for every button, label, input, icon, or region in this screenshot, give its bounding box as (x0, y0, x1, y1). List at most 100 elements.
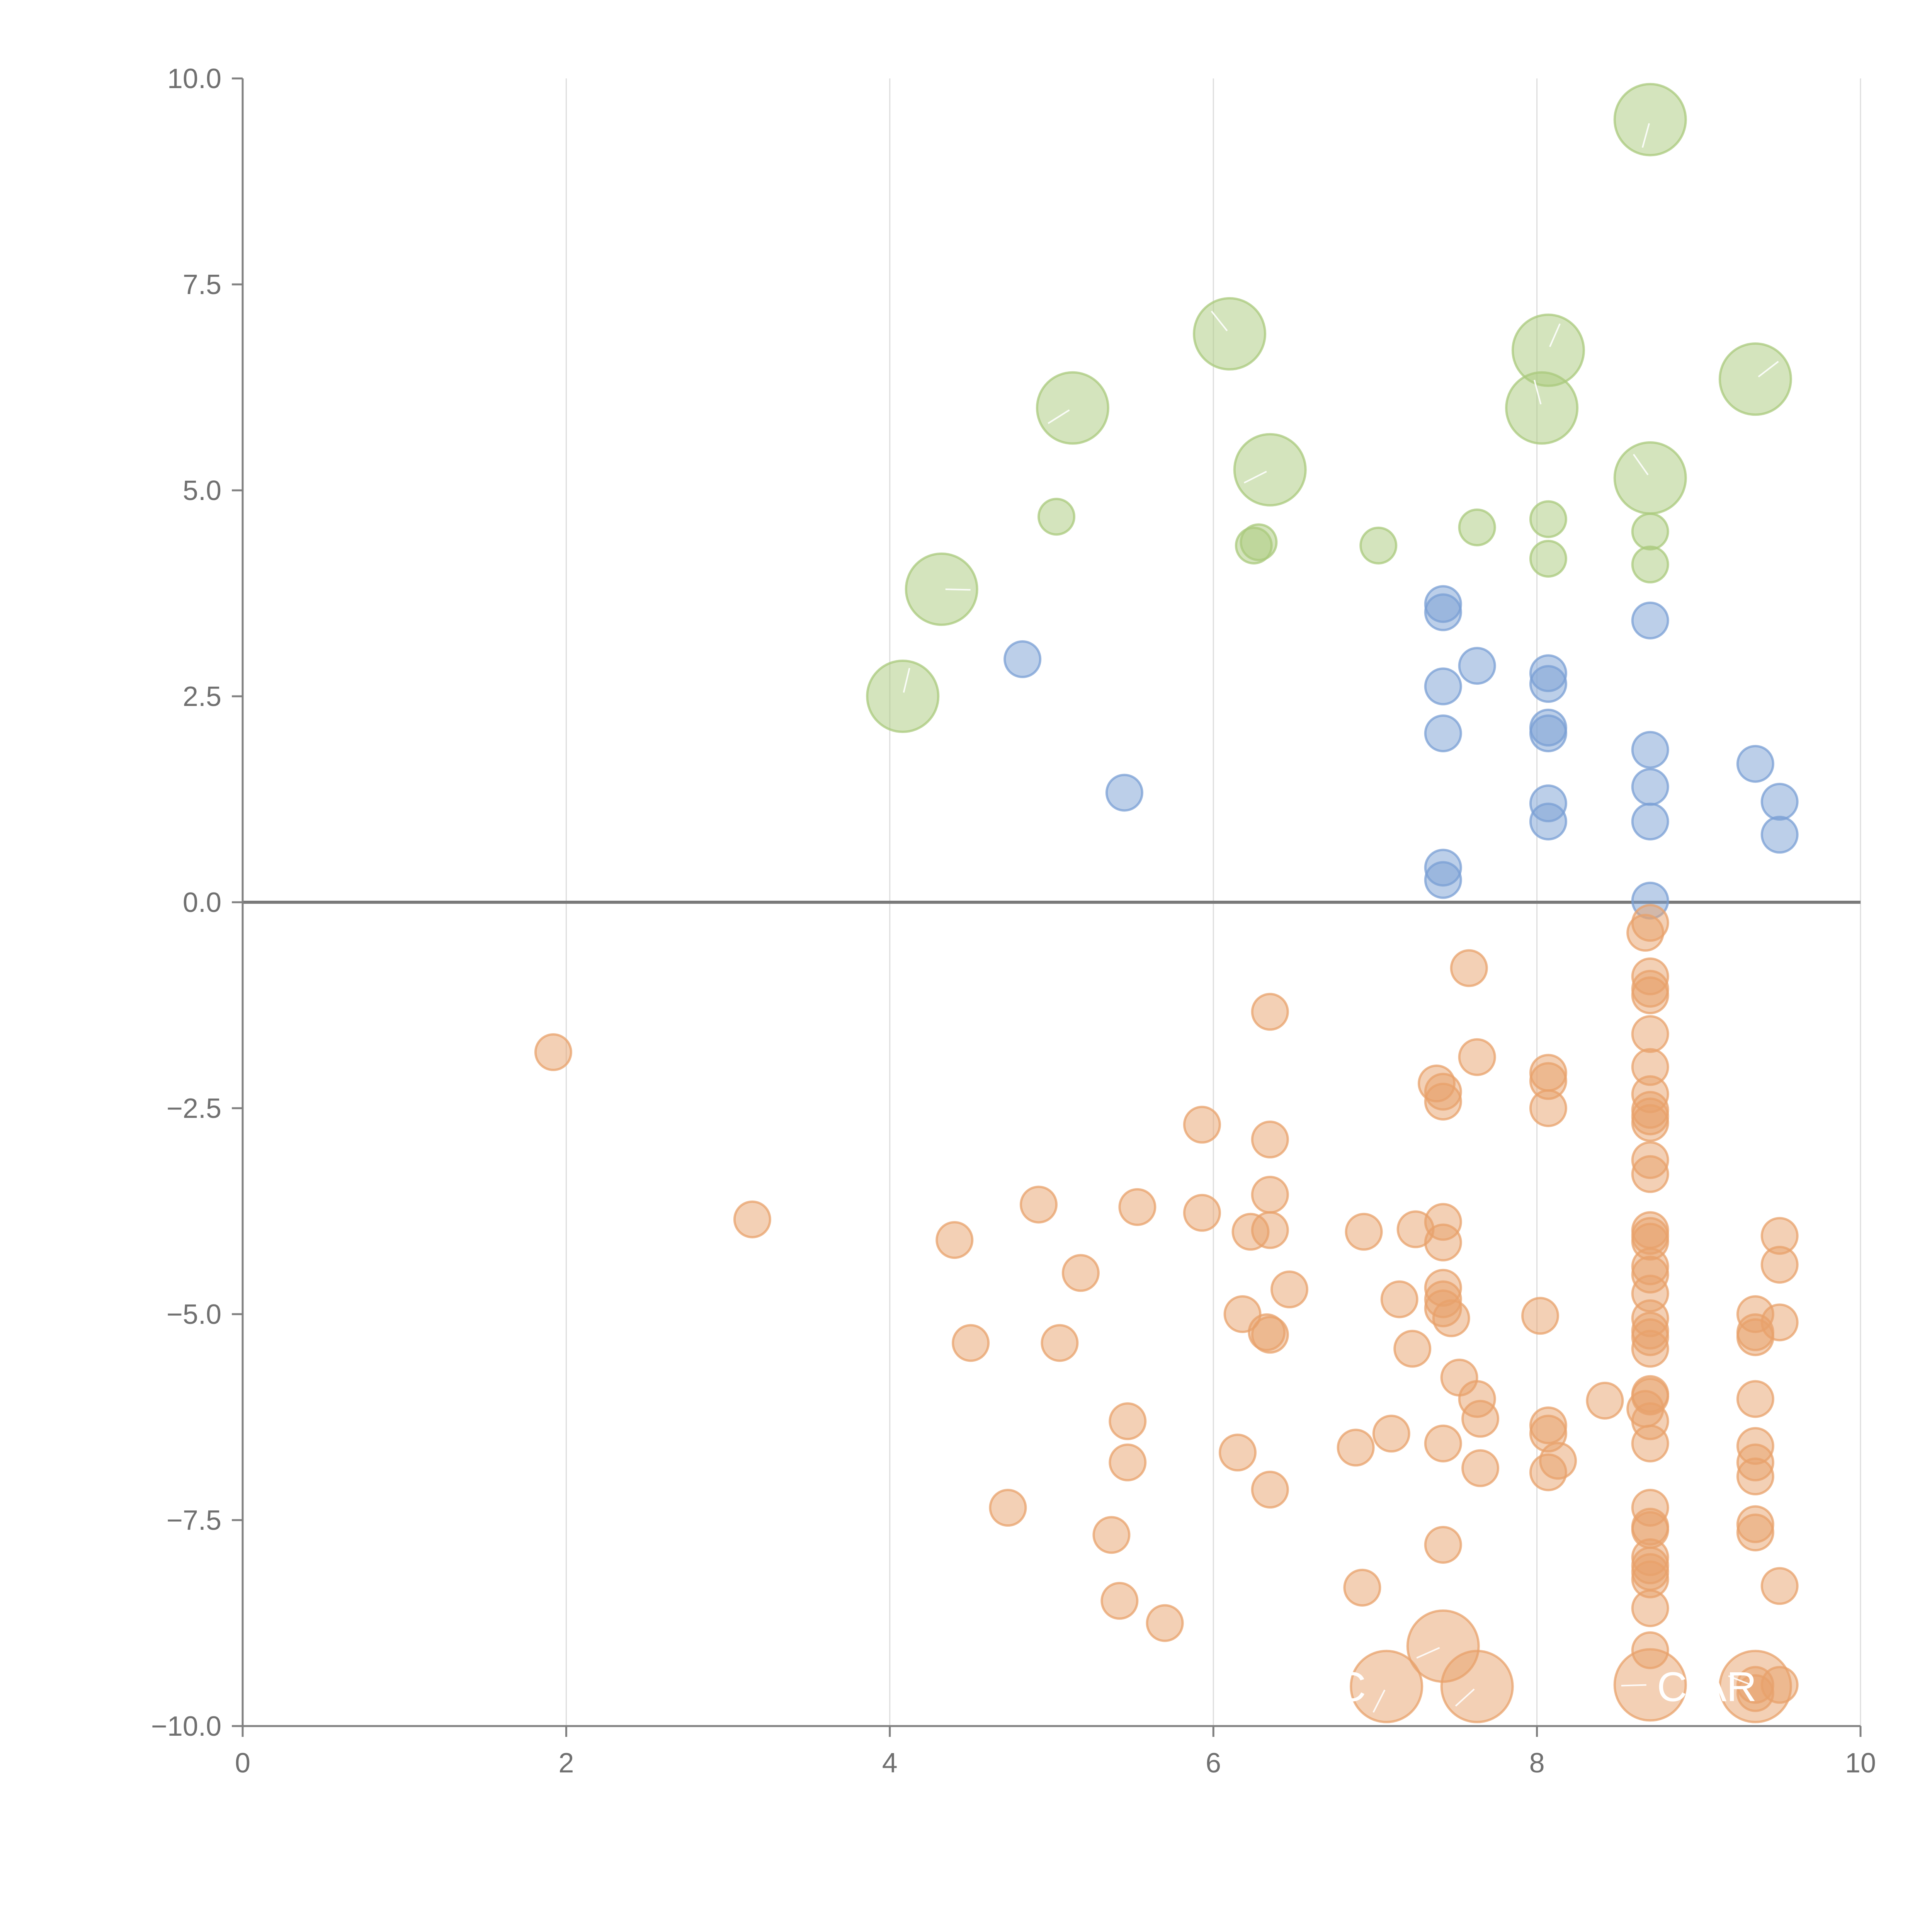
data-point (1529, 803, 1567, 841)
data-point (1380, 1280, 1418, 1318)
data-point (1461, 1449, 1500, 1487)
data-point (1631, 768, 1669, 806)
data-point (1041, 1324, 1079, 1362)
data-point (1100, 1582, 1139, 1620)
data-point (1461, 1400, 1500, 1438)
bubble-leader-line (903, 668, 910, 693)
data-point (935, 1221, 974, 1259)
data-point (1061, 1254, 1100, 1292)
data-point (1631, 904, 1669, 942)
data-point (1109, 1402, 1147, 1440)
y-tick-label: 5.0 (183, 475, 221, 506)
data-point (1343, 1568, 1381, 1607)
data-point (1345, 1213, 1383, 1251)
data-point (1118, 1188, 1156, 1226)
bubble-leader-line (1641, 123, 1650, 148)
data-point (1424, 1082, 1462, 1121)
data-point (1736, 1458, 1774, 1496)
bubble-leader-line (1758, 361, 1779, 378)
data-point (1736, 1513, 1774, 1551)
x-tick-label: 8 (1529, 1748, 1545, 1779)
data-point (1037, 498, 1076, 536)
data-point (905, 552, 978, 626)
data-point (1631, 1424, 1669, 1463)
data-point (1350, 1650, 1423, 1723)
x-tick-label: 10 (1845, 1748, 1876, 1779)
data-point (1631, 1330, 1669, 1368)
y-tick-label: 2.5 (183, 681, 221, 712)
data-point (1440, 1650, 1514, 1723)
data-point (1718, 1650, 1792, 1723)
data-point (1539, 1442, 1577, 1480)
y-tick-label: −10.0 (151, 1711, 221, 1742)
y-tick-label: −7.5 (167, 1505, 221, 1536)
bubble-leader-line (1633, 454, 1649, 475)
data-point (1251, 1211, 1289, 1249)
data-point (1092, 1516, 1131, 1554)
data-point (1219, 1434, 1257, 1472)
y-tick-label: 7.5 (183, 269, 221, 300)
data-point (1359, 526, 1398, 565)
data-point (1760, 816, 1799, 854)
annotations: C CIAR (1336, 1663, 1757, 1710)
data-point (1337, 1429, 1375, 1467)
data-point (1631, 601, 1669, 639)
bubble-leader-line (1243, 471, 1267, 484)
data-point (1109, 1443, 1147, 1481)
data-point (1424, 593, 1462, 631)
data-point (1424, 861, 1462, 899)
data-point (1613, 1648, 1687, 1722)
data-point (1631, 545, 1669, 583)
x-tick-label: 4 (882, 1748, 898, 1779)
bubble-leader-line (1372, 1689, 1386, 1713)
data-point (1193, 297, 1267, 371)
data-point (989, 1489, 1027, 1527)
data-point (1760, 1303, 1799, 1342)
bubble-leader-line (945, 588, 971, 591)
data-point (866, 660, 940, 733)
data-point (1450, 949, 1488, 987)
data-point (1529, 1089, 1567, 1127)
data-point (1631, 512, 1669, 551)
data-point (1505, 371, 1579, 445)
data-point (1183, 1194, 1221, 1232)
data-point (1240, 523, 1278, 561)
data-point (1631, 1104, 1669, 1142)
data-point (1736, 1380, 1774, 1418)
data-point (1529, 665, 1567, 703)
data-point (1631, 1155, 1669, 1193)
data-point (1631, 976, 1669, 1014)
annotation-label: CIAR (1657, 1663, 1757, 1710)
data-point (1020, 1185, 1058, 1224)
data-point (1372, 1415, 1410, 1453)
bubble-leader-line (1621, 1684, 1646, 1687)
data-point (1736, 745, 1774, 783)
data-point (1458, 1038, 1496, 1076)
data-point (1003, 640, 1042, 679)
data-point (1424, 1424, 1462, 1463)
bubble-leader-line (1048, 409, 1070, 424)
data-point (952, 1324, 990, 1362)
data-point (1146, 1604, 1184, 1642)
data-point (1251, 1175, 1289, 1214)
bubble-leader-line (1533, 379, 1542, 405)
bubble-leader-line (1549, 323, 1561, 347)
data-point (1424, 1526, 1462, 1564)
data-point (1529, 714, 1567, 752)
y-tick-label: −2.5 (167, 1093, 221, 1124)
data-point (1613, 83, 1687, 156)
data-point (1529, 539, 1567, 578)
data-point (1760, 1246, 1799, 1284)
data-point (1760, 782, 1799, 821)
data-point (1718, 342, 1792, 416)
bubble-leader-line (1211, 311, 1228, 332)
data-point (733, 1200, 771, 1238)
data-point (1251, 1316, 1289, 1354)
data-point (1586, 1381, 1624, 1420)
data-point (1036, 371, 1109, 445)
data-point (1631, 1015, 1669, 1053)
x-tick-label: 0 (235, 1748, 250, 1779)
y-tick-label: 10.0 (167, 63, 221, 94)
axes: 0 2 4 6 8 10 10.0 7.5 5.0 2.5 0.0 −2.5 −5.0 −7.5 −10.0 (151, 63, 1876, 1779)
data-point (1631, 803, 1669, 841)
